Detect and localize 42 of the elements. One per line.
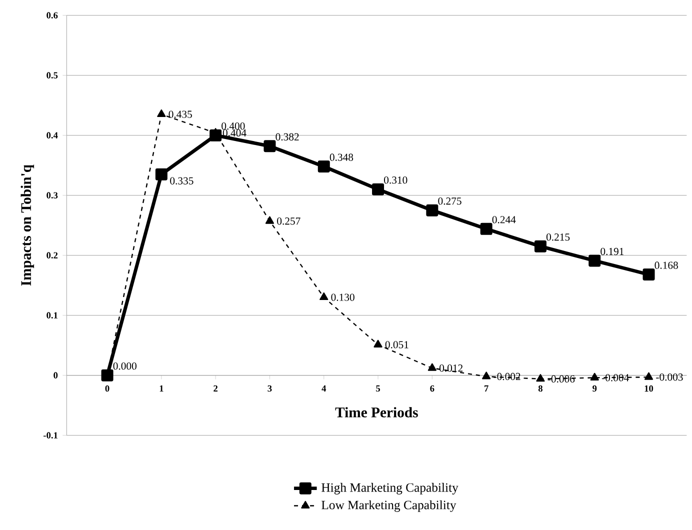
data-label: 0.382	[276, 133, 299, 141]
y-tick-label: 0.5	[46, 72, 58, 78]
data-label: -0.006	[548, 375, 575, 383]
x-tick-label: 8	[538, 385, 542, 392]
x-tick-label: 7	[484, 385, 488, 392]
x-tick-label: 4	[322, 385, 326, 392]
x-tick-label: 3	[268, 385, 272, 392]
data-label: 0.310	[384, 176, 408, 184]
data-label: 0.191	[600, 248, 624, 256]
y-tick-label: 0.2	[46, 252, 58, 258]
data-label: -0.003	[656, 374, 683, 381]
x-tick-label: 0	[105, 385, 110, 392]
y-tick-label: 0.4	[46, 132, 58, 138]
x-tick-label: 6	[430, 385, 434, 392]
x-tick-label: 1	[160, 385, 164, 392]
x-tick-label: 2	[214, 385, 218, 392]
legend-label: Low Marketing Capability	[322, 500, 456, 512]
data-label: 0.000	[113, 362, 136, 370]
y-tick-label: -0.1	[44, 432, 58, 438]
y-axis-title: Impacts on Tobin'q	[20, 164, 34, 286]
data-label: 0.404	[222, 129, 246, 137]
data-label: 0.400	[222, 122, 245, 130]
y-tick-label: 0	[54, 372, 58, 378]
data-label: 0.335	[170, 177, 194, 184]
data-label: 0.012	[440, 364, 463, 372]
x-tick-label: 5	[376, 385, 380, 392]
x-axis-title: Time Periods	[335, 407, 418, 418]
data-label: 0.051	[385, 341, 408, 348]
x-tick-label: 9	[592, 385, 597, 392]
y-tick-label: 0.6	[46, 12, 58, 18]
y-tick-label: 0.1	[46, 312, 58, 318]
data-label: 0.435	[168, 110, 192, 118]
data-label: 0.130	[331, 294, 354, 301]
data-label: 0.215	[546, 233, 570, 241]
x-tick-label: 10	[644, 385, 654, 392]
data-label: 0.275	[438, 197, 462, 205]
legend-label: High Marketing Capability	[322, 482, 458, 494]
data-label: 0.244	[492, 216, 516, 224]
data-label: 0.168	[654, 262, 678, 269]
data-label: 0.348	[330, 154, 354, 161]
y-tick-label: 0.3	[46, 192, 58, 198]
data-label: 0.257	[277, 218, 300, 225]
